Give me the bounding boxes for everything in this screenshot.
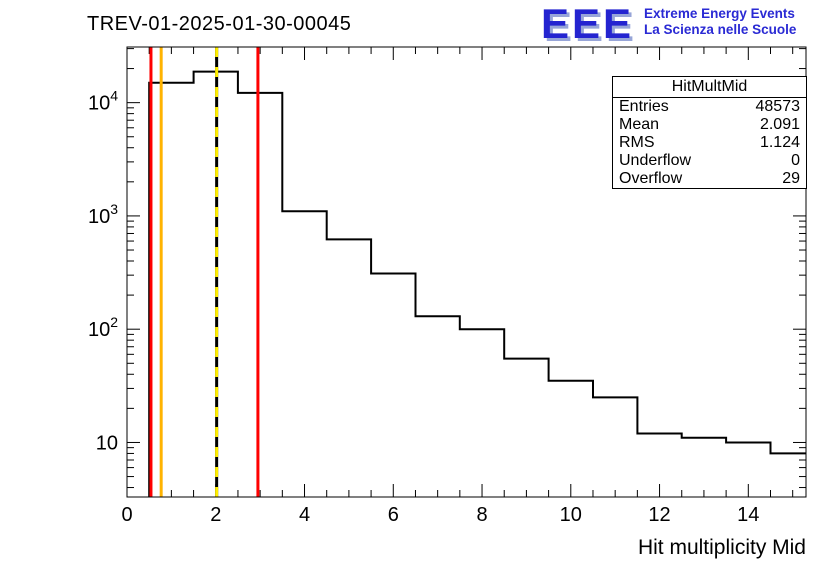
x-axis-tick-label: 10 [560,504,582,526]
y-axis-tick-label: 103 [88,201,118,228]
stats-row-mean: Mean 2.091 [613,116,806,134]
stat-value: 48573 [755,98,801,115]
stats-row-overflow: Overflow 29 [613,170,806,188]
logo-tagline-1: Extreme Energy Events [644,6,795,21]
x-axis-tick-label: 6 [388,504,399,526]
stat-value: 1.124 [759,134,800,151]
histogram-outline [148,70,806,497]
stat-label: Entries [619,98,669,115]
plot-title: TREV-01-2025-01-30-00045 [87,13,352,35]
y-axis-tick-label: 104 [88,88,118,115]
eee-logo: EEE Extreme Energy Events La Scienza nel… [541,0,796,47]
stats-row-entries: Entries 48573 [613,98,806,116]
x-axis-tick-label: 12 [648,504,670,526]
x-axis-tick-label: 2 [210,504,221,526]
x-axis-tick-label: 4 [299,504,310,526]
stats-box: HitMultMid Entries 48573 Mean 2.091 RMS … [612,76,807,189]
x-axis-title: Hit multiplicity Mid [638,536,806,559]
stat-label: RMS [619,134,655,151]
stats-row-rms: RMS 1.124 [613,134,806,152]
logo-tagline-2: La Scienza nelle Scuole [644,22,797,37]
eee-logo-mark: EEE [541,0,635,47]
x-axis-tick-label: 8 [476,504,487,526]
x-axis-tick-label: 14 [737,504,759,526]
eee-logo-taglines: Extreme Energy Events La Scienza nelle S… [644,6,796,38]
stats-row-underflow: Underflow 0 [613,152,806,170]
stat-label: Mean [619,116,660,133]
stat-label: Underflow [619,152,692,169]
stats-box-title: HitMultMid [613,77,806,98]
y-axis-tick-label: 10 [96,432,118,454]
stat-value: 29 [782,170,800,187]
plot-frame [126,46,807,498]
stat-label: Overflow [619,170,683,187]
stat-value: 2.091 [759,116,800,133]
y-axis-tick-label: 102 [88,314,118,341]
stat-value: 0 [791,152,800,169]
x-axis-tick-label: 0 [121,504,132,526]
